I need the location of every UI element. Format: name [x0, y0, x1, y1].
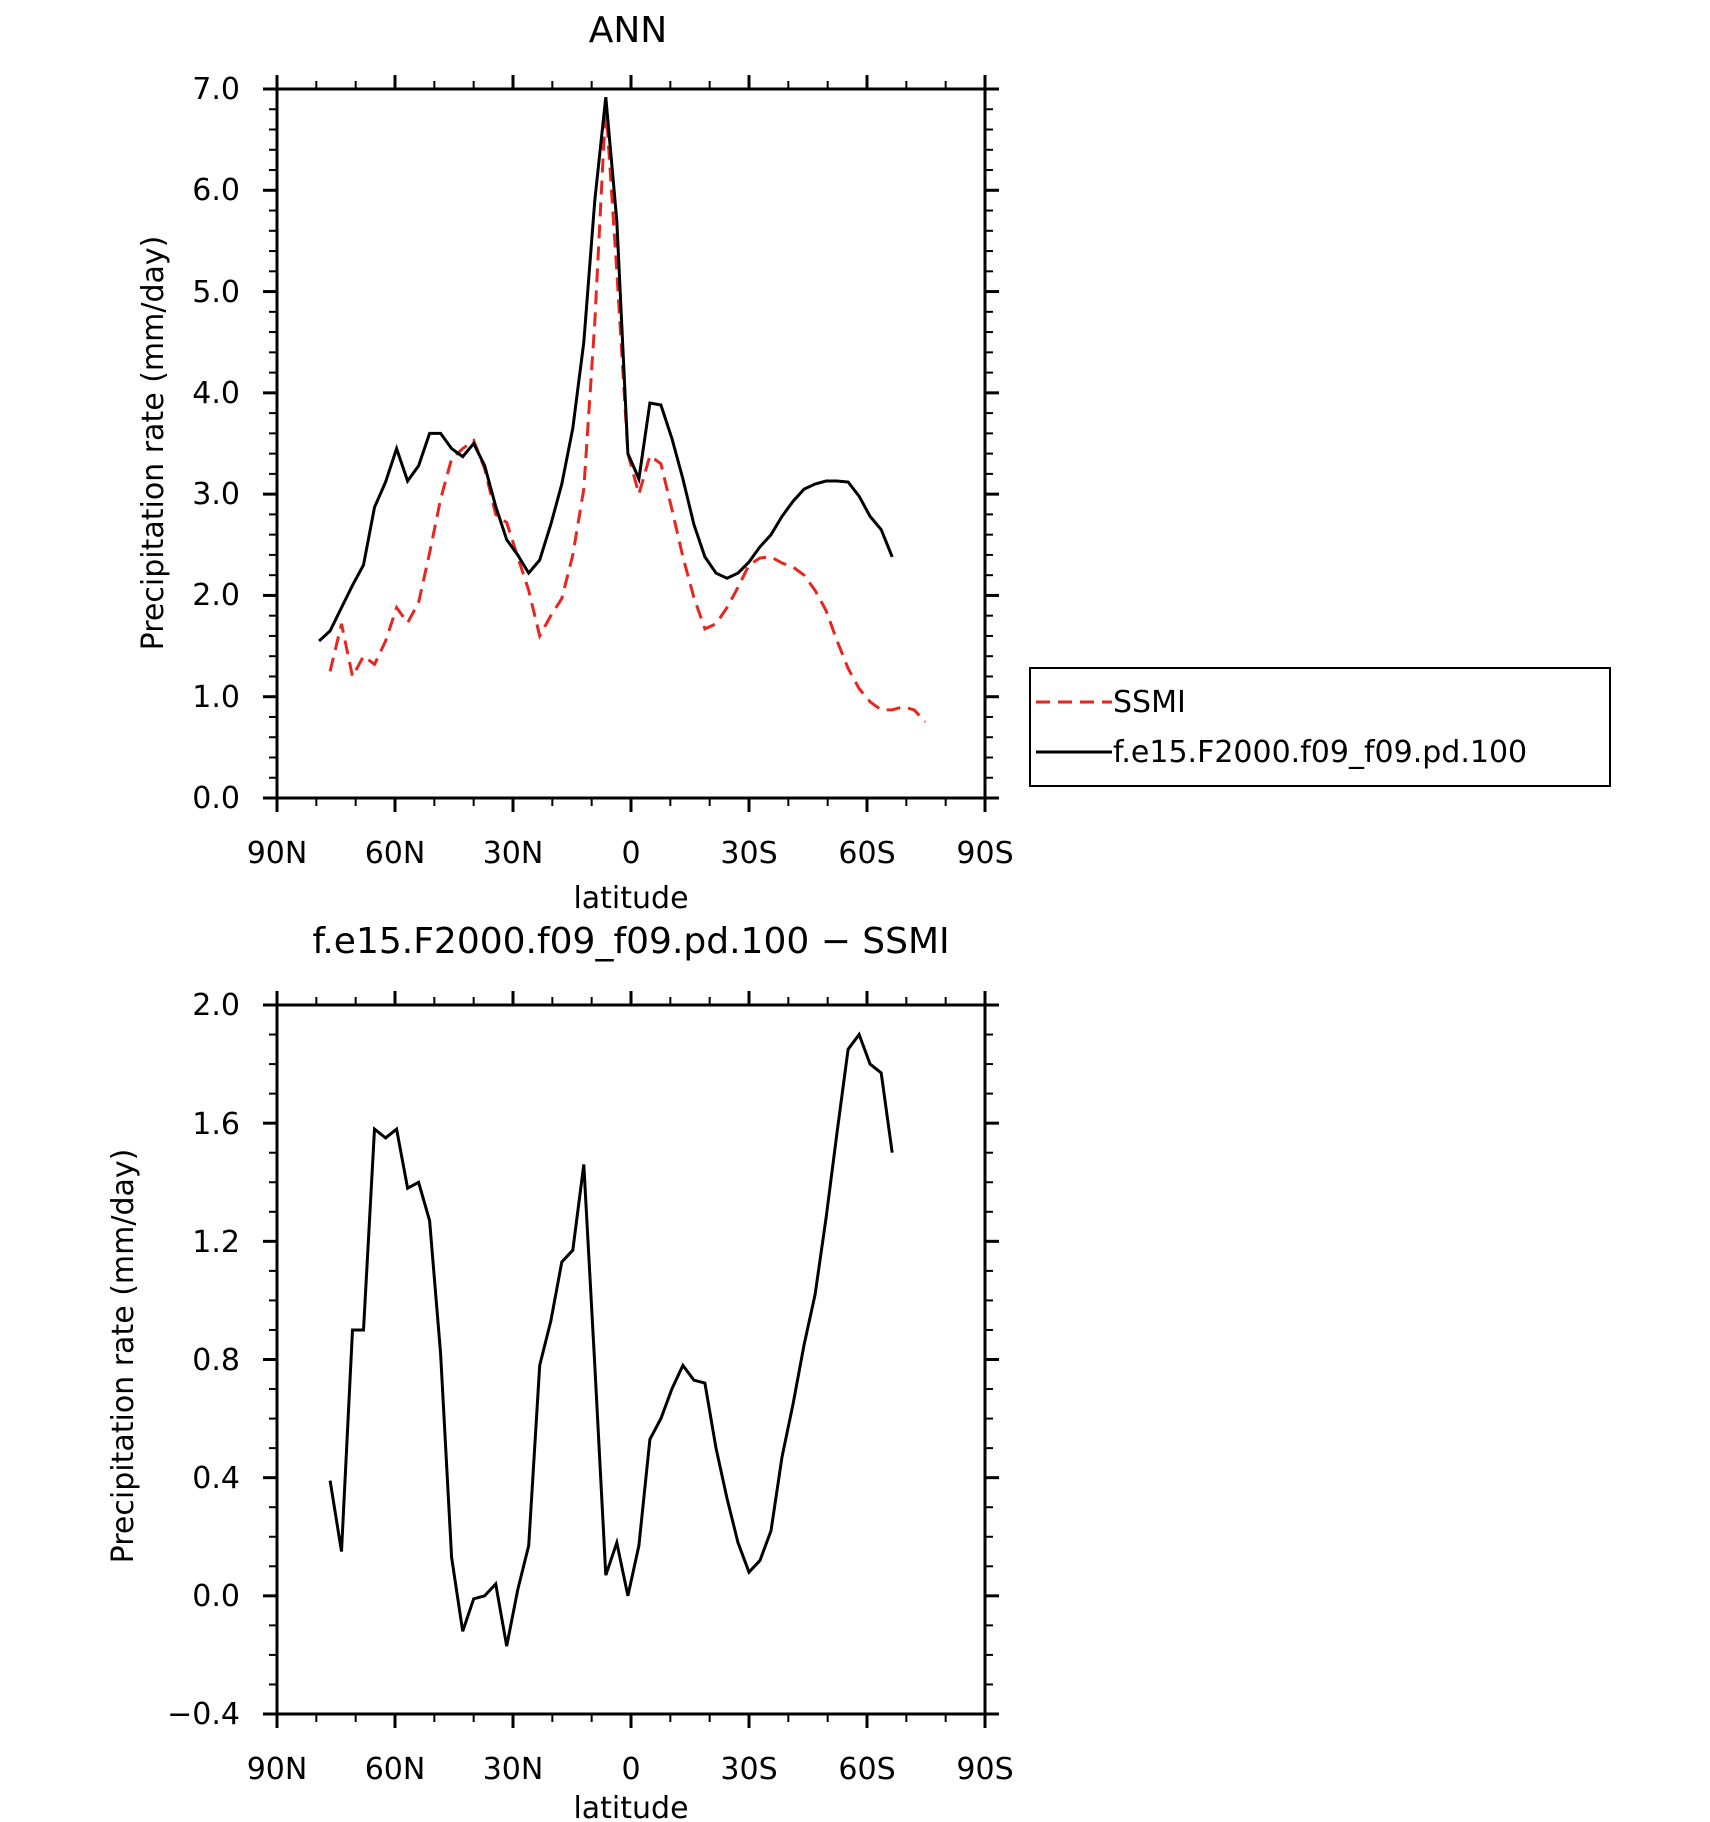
y-axis-label: Precipitation rate (mm/day)	[136, 236, 171, 651]
y-tick-labels: −0.4 0.0 0.4 0.8 1.2 1.6 2.0	[167, 988, 240, 1732]
y-tick-label: 0.0	[192, 1579, 240, 1614]
tick-marks	[263, 75, 999, 812]
legend: SSMI f.e15.F2000.f09_f09.pd.100	[1029, 667, 1611, 787]
y-tick-label: 0.0	[192, 781, 240, 816]
plot-frame	[275, 87, 987, 800]
tick-marks	[263, 991, 999, 1728]
legend-entry-ssmi: SSMI	[1036, 685, 1186, 720]
x-tick-label: 0	[621, 836, 640, 871]
x-tick-label: 30S	[720, 836, 777, 871]
x-tick-labels: 90N 60N 30N 0 30S 60S 90S	[247, 1752, 1014, 1787]
plot-frame	[275, 1003, 987, 1716]
x-tick-label: 90S	[956, 1752, 1013, 1787]
series-line-ssmi	[328, 104, 927, 724]
y-tick-label: 0.8	[192, 1343, 240, 1378]
x-axis-label: latitude	[573, 881, 688, 916]
legend-entry-model: f.e15.F2000.f09_f09.pd.100	[1036, 735, 1527, 770]
y-tick-label: 3.0	[192, 477, 240, 512]
x-tick-label: 30S	[720, 1752, 777, 1787]
chart-title: f.e15.F2000.f09_f09.pd.100 − SSMI	[312, 921, 949, 962]
x-tick-label: 60S	[838, 836, 895, 871]
chart-title: ANN	[589, 10, 668, 51]
y-tick-label: 0.4	[192, 1461, 240, 1496]
y-tick-label: 1.2	[192, 1225, 240, 1260]
series-lines	[328, 1031, 894, 1647]
x-tick-label: 90S	[956, 836, 1013, 871]
y-tick-label: 5.0	[192, 275, 240, 310]
x-tick-label: 30N	[483, 1752, 544, 1787]
x-tick-label: 60N	[365, 836, 426, 871]
x-tick-label: 90N	[247, 1752, 308, 1787]
y-tick-label: 7.0	[192, 72, 240, 107]
legend-box	[1029, 667, 1611, 787]
y-tick-label: 2.0	[192, 988, 240, 1023]
chart-ann: ANN 0.0 1.0 2.0 3.0 4.0 5.0 6.0 7.0 90N …	[136, 10, 1014, 916]
legend-label: f.e15.F2000.f09_f09.pd.100	[1113, 735, 1527, 770]
x-tick-label: 60N	[365, 1752, 426, 1787]
x-axis-label: latitude	[573, 1791, 688, 1822]
y-tick-labels: 0.0 1.0 2.0 3.0 4.0 5.0 6.0 7.0	[192, 72, 240, 816]
y-tick-label: 1.6	[192, 1107, 240, 1142]
x-tick-label: 60S	[838, 1752, 895, 1787]
x-tick-labels: 90N 60N 30N 0 30S 60S 90S	[247, 836, 1014, 871]
series-lines	[318, 96, 927, 724]
y-tick-label: 2.0	[192, 578, 240, 613]
y-axis-label: Precipitation rate (mm/day)	[106, 1149, 141, 1564]
x-tick-label: 30N	[483, 836, 544, 871]
series-line-difference	[328, 1031, 894, 1647]
y-tick-label: 4.0	[192, 376, 240, 411]
x-tick-label: 0	[621, 1752, 640, 1787]
chart-difference: f.e15.F2000.f09_f09.pd.100 − SSMI −0.4 0…	[106, 921, 1014, 1822]
y-tick-label: −0.4	[167, 1697, 240, 1732]
series-line-model	[318, 96, 894, 643]
y-tick-label: 6.0	[192, 173, 240, 208]
y-tick-label: 1.0	[192, 680, 240, 715]
x-tick-label: 90N	[247, 836, 308, 871]
legend-label: SSMI	[1113, 685, 1186, 720]
